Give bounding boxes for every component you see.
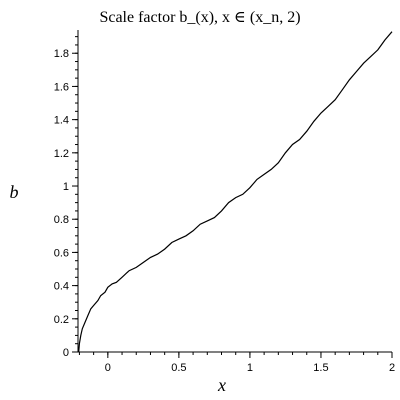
y-tick-label: 0.8 bbox=[54, 214, 69, 226]
x-tick-label: 0.5 bbox=[171, 362, 186, 374]
y-tick-label: 0.6 bbox=[54, 247, 69, 259]
y-tick-label: 0.2 bbox=[54, 314, 69, 326]
x-tick-label: 2 bbox=[389, 362, 395, 374]
series-line bbox=[78, 31, 393, 353]
y-tick-label: 1.4 bbox=[54, 115, 69, 127]
y-tick-label: 1.6 bbox=[54, 81, 69, 93]
axes bbox=[77, 30, 392, 353]
x-tick-label: 1 bbox=[247, 362, 253, 374]
y-tick-label: 1.8 bbox=[54, 48, 69, 60]
x-axis-label: x bbox=[217, 375, 226, 395]
x-tick-label: 1.5 bbox=[313, 362, 328, 374]
y-tick-label: 1.2 bbox=[54, 148, 69, 160]
y-ticks: 0 0.2 0.4 0.6 0.8 1 1.2 1.4 1.6 1.8 bbox=[54, 36, 78, 359]
y-tick-label: 0.4 bbox=[54, 281, 69, 293]
y-tick-label: 1 bbox=[63, 181, 69, 193]
x-ticks: 0 0.5 1 1.5 2 bbox=[78, 352, 395, 374]
y-tick-label: 0 bbox=[63, 347, 69, 359]
y-axis-label: b bbox=[10, 182, 19, 202]
x-tick-label: 0 bbox=[105, 362, 111, 374]
series-group bbox=[78, 31, 393, 353]
chart-title: Scale factor b_(x), x ∈ (x_n, 2) bbox=[99, 9, 300, 26]
